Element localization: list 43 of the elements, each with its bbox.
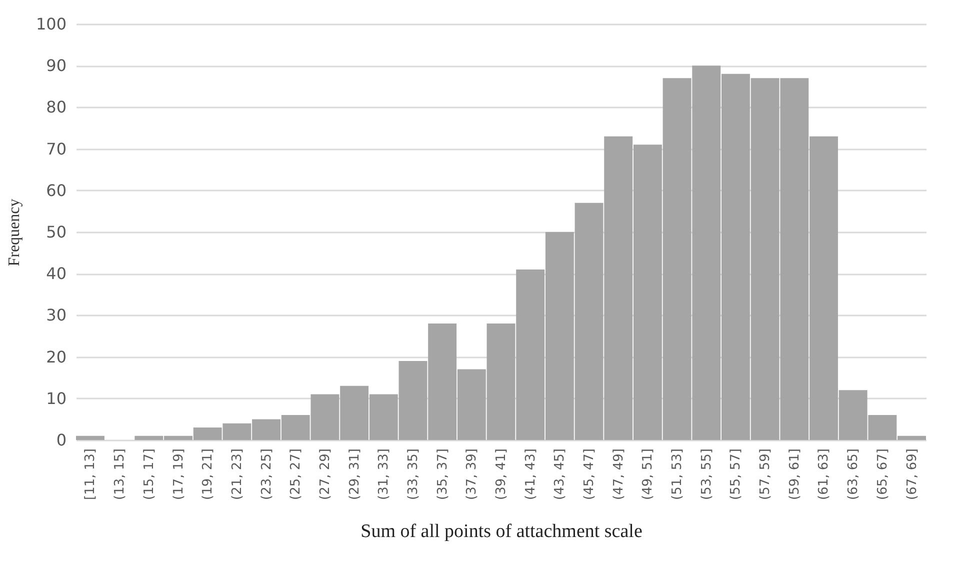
x-tick-label: (33, 35] — [406, 448, 421, 500]
x-tick-label: (29, 31] — [347, 448, 362, 500]
y-tick-label: 70 — [46, 139, 66, 158]
x-tick-label: (19, 21] — [200, 448, 216, 500]
x-tick-label: (67, 69] — [904, 448, 920, 500]
y-tick-label: 50 — [46, 222, 66, 242]
x-tick-label: (37, 39] — [464, 448, 480, 500]
x-tick-label: (17, 19] — [171, 448, 186, 500]
y-tick-label: 40 — [46, 264, 66, 284]
x-tick-label: (43, 45] — [552, 448, 568, 500]
x-tick-label: (57, 59] — [758, 448, 774, 500]
y-tick-label: 10 — [46, 388, 66, 408]
x-tick-label: (63, 65] — [846, 448, 862, 500]
x-tick-label: (27, 29] — [318, 448, 333, 500]
x-tick-label: (59, 61] — [787, 448, 802, 500]
x-tick-label: (35, 37] — [435, 448, 450, 500]
y-tick-label: 30 — [46, 306, 66, 325]
x-tick-label: (65, 67] — [875, 448, 890, 500]
x-tick-label: (41, 43] — [523, 448, 538, 500]
y-tick-label: 60 — [46, 180, 66, 200]
x-tick-label: (55, 57] — [728, 448, 744, 500]
y-tick-label: 90 — [46, 56, 66, 76]
x-axis-title: Sum of all points of attachment scale — [360, 520, 642, 542]
x-tick-label: (39, 41] — [494, 448, 509, 500]
y-tick-label: 100 — [36, 14, 66, 34]
y-tick-label: 80 — [46, 98, 66, 117]
y-axis-title: Frequency — [6, 198, 23, 266]
x-tick-label: (25, 27] — [288, 448, 304, 500]
x-tick-label: (49, 51] — [640, 448, 656, 500]
x-tick-label: (15, 17] — [142, 448, 157, 500]
x-tick-label: [11, 13] — [83, 448, 98, 500]
x-tick-label: (51, 53] — [670, 448, 686, 500]
x-tick-label: (61, 63] — [816, 448, 832, 500]
x-tick-label: (23, 25] — [259, 448, 274, 500]
x-tick-label: (13, 15] — [112, 448, 128, 500]
x-tick-label: (31, 33] — [376, 448, 392, 500]
x-tick-label: (45, 47] — [582, 448, 598, 500]
bar — [76, 436, 104, 440]
x-tick-label: (21, 23] — [230, 448, 245, 500]
x-tick-label: (47, 49] — [611, 448, 626, 500]
y-tick-label: 0 — [56, 430, 66, 450]
x-tick-label: (53, 55] — [699, 448, 714, 500]
y-tick-label: 20 — [46, 347, 66, 366]
